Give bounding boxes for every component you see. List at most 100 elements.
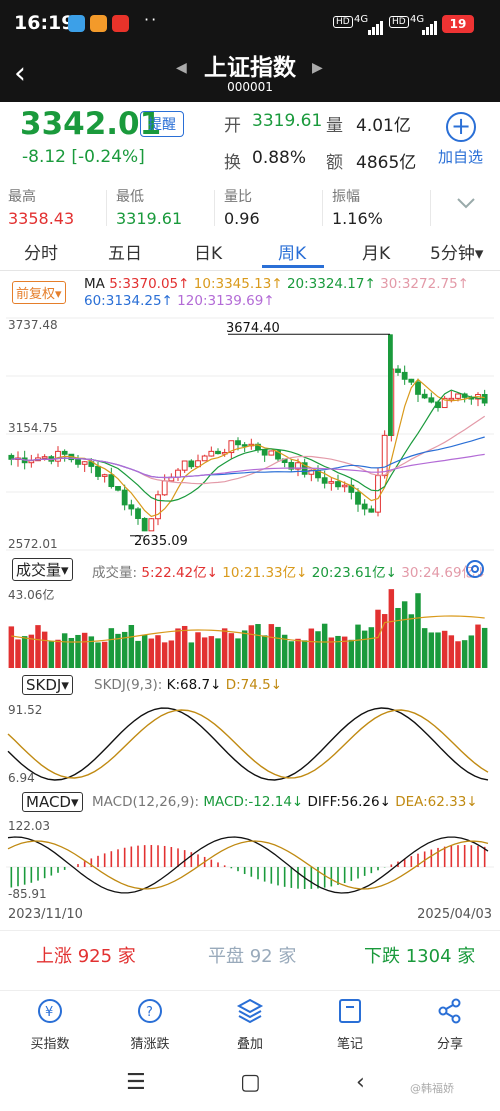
app-notification-icon <box>90 15 107 32</box>
more-notifications-icon: ·· <box>144 10 159 29</box>
macd-indicator-button[interactable]: MACD▾ <box>22 792 83 812</box>
volume-bar <box>161 642 168 668</box>
buy-index-button[interactable]: ¥ 买指数 <box>15 997 85 1052</box>
tab-monthly-k[interactable]: 月K <box>362 244 391 264</box>
volume-bar <box>115 633 121 668</box>
candle-body <box>228 440 235 454</box>
candlestick-chart[interactable] <box>0 314 500 552</box>
open-label: 开 <box>224 116 241 136</box>
svg-text:?: ? <box>146 1005 153 1020</box>
current-price: 3342.01 <box>20 106 162 142</box>
volume-bar <box>108 628 115 668</box>
amount-label: 额 <box>326 153 343 173</box>
skdj-chart[interactable] <box>0 698 500 790</box>
volume-bar <box>95 642 101 668</box>
volume-bar <box>148 638 155 668</box>
tab-minute-selector[interactable]: 5分钟▾ <box>430 244 484 264</box>
volume-bar <box>355 624 361 668</box>
overlay-button[interactable]: 叠加 <box>215 997 285 1052</box>
volume-bar <box>481 627 488 668</box>
ma20-value: 20:3324.17↑ <box>286 276 376 292</box>
guess-icon: ? <box>138 999 162 1023</box>
home-nav-icon[interactable]: ▢ <box>240 1070 261 1095</box>
active-tab-indicator <box>262 265 324 268</box>
back-nav-icon[interactable]: ‹ <box>356 1070 365 1095</box>
page-title: 上证指数 <box>204 55 296 81</box>
volume-chart[interactable] <box>0 584 500 670</box>
candle-body <box>361 503 368 510</box>
macd-legend: MACD(12,26,9): MACD:-12.14↓ DIFF:56.26↓ … <box>92 794 478 810</box>
volume-bar <box>228 633 235 668</box>
volume-bar <box>88 636 95 668</box>
tab-intraday[interactable]: 分时 <box>24 244 58 264</box>
tab-five-day[interactable]: 五日 <box>108 244 142 264</box>
kline-y-top: 3737.48 <box>8 318 58 332</box>
share-button[interactable]: 分享 <box>415 997 485 1052</box>
volume-bar <box>321 623 328 668</box>
notes-button[interactable]: 笔记 <box>315 997 385 1052</box>
guess-button[interactable]: ? 猜涨跌 <box>115 997 185 1052</box>
candle-body <box>268 450 275 456</box>
candle-body <box>61 450 68 455</box>
skdj-y-bottom: 6.94 <box>8 771 35 785</box>
volume-bar <box>175 628 181 668</box>
ma-line <box>11 378 485 518</box>
prev-stock-button[interactable]: ◀ <box>176 60 187 76</box>
skdj-indicator-button[interactable]: SKDJ▾ <box>22 675 73 695</box>
stat-low: 最低 3319.61 <box>116 189 183 228</box>
tab-weekly-k[interactable]: 周K <box>278 244 307 264</box>
candle-body <box>388 334 393 436</box>
customer-service-icon[interactable] <box>410 104 438 132</box>
candle-body <box>328 481 335 484</box>
back-button[interactable]: ‹ <box>14 56 26 91</box>
volume-bar <box>381 614 388 668</box>
quote-panel: 3342.01 提醒 -8.12 [-0.24%] 开 3319.61 量 4.… <box>0 102 500 182</box>
settings-gear-icon[interactable] <box>463 557 487 581</box>
volume-bar <box>341 636 348 668</box>
next-stock-button[interactable]: ▶ <box>312 60 323 76</box>
ma-legend-2: 60:3134.25↑ 120:3139.69↑ <box>84 293 275 309</box>
volume-bar <box>368 627 375 668</box>
macd-chart[interactable] <box>0 815 500 901</box>
ma120-value: 120:3139.69↑ <box>177 293 275 309</box>
add-watchlist-icon[interactable]: + <box>446 112 476 142</box>
ma30-value: 30:3272.75↑ <box>380 276 469 292</box>
candle-body <box>201 455 208 462</box>
add-watchlist-button[interactable]: 加自选 <box>438 148 484 166</box>
volume-y-top: 43.06亿 <box>8 588 55 602</box>
chevron-down-icon[interactable] <box>456 196 476 210</box>
volume-bar <box>428 632 435 668</box>
candle-body <box>115 486 121 491</box>
tab-daily-k[interactable]: 日K <box>194 244 223 264</box>
volume-bar <box>348 639 355 668</box>
candle-body <box>421 393 428 399</box>
volume-bar <box>435 632 441 668</box>
candle-body <box>455 393 461 399</box>
volume-bar <box>375 609 381 668</box>
ma-legend: MA 5:3370.05↑ 10:3345.13↑ 20:3324.17↑ 30… <box>84 276 469 292</box>
candle-body <box>288 461 295 470</box>
candle-body <box>375 475 381 513</box>
app-notification-icon <box>112 15 129 32</box>
candle-body <box>135 508 141 519</box>
macd-dea-line <box>7 840 489 890</box>
volume-bar <box>8 626 15 668</box>
volume-bar <box>101 641 108 668</box>
volume-bar <box>248 625 255 668</box>
system-nav-bar: ☰ ▢ ‹ <box>0 1058 500 1111</box>
menu-nav-icon[interactable]: ☰ <box>126 1070 146 1095</box>
flat-count: 平盘 92 家 <box>208 946 297 967</box>
macd-y-top: 122.03 <box>8 819 50 833</box>
volume-indicator-button[interactable]: 成交量▾ <box>12 558 73 581</box>
signal-icon <box>422 16 438 35</box>
stats-row: 最高 3358.43 最低 3319.61 量比 0.96 振幅 1.16% <box>0 182 500 234</box>
adjust-type-dropdown[interactable]: 前复权▾ <box>12 281 66 304</box>
candle-body <box>261 449 268 456</box>
candle-body <box>28 460 35 464</box>
macd-y-bottom: -85.91 <box>8 887 47 901</box>
alert-button[interactable]: 提醒 <box>140 111 184 137</box>
candle-body <box>108 474 115 488</box>
svg-text:¥: ¥ <box>45 1005 53 1020</box>
volume-bar <box>415 593 421 668</box>
volume-bar <box>361 630 368 668</box>
